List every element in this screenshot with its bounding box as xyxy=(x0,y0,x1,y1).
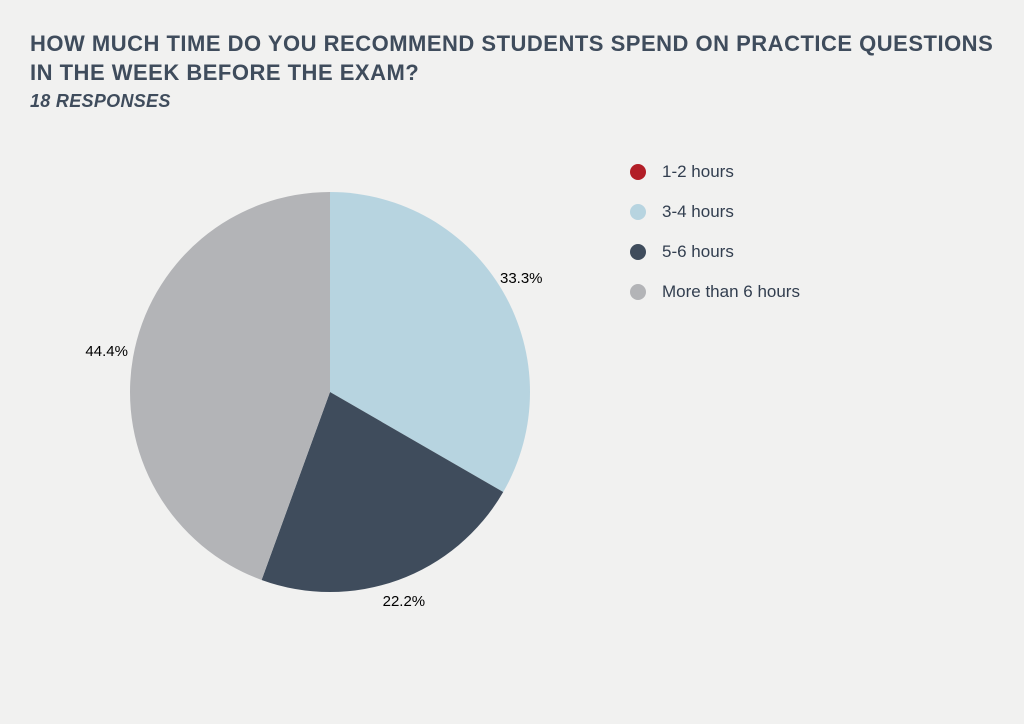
slice-label: 33.3% xyxy=(500,270,543,287)
legend-item: More than 6 hours xyxy=(630,282,800,302)
legend-label: 3-4 hours xyxy=(662,202,734,222)
chart-area: 33.3% 22.2% 44.4% 1-2 hours 3-4 hours 5-6 ho… xyxy=(30,162,994,632)
legend-swatch xyxy=(630,164,646,180)
legend-swatch xyxy=(630,244,646,260)
legend-label: More than 6 hours xyxy=(662,282,800,302)
slice-label: 22.2% xyxy=(383,593,426,610)
chart-subtitle: 18 RESPONSES xyxy=(30,91,994,112)
legend-swatch xyxy=(630,204,646,220)
legend-item: 1-2 hours xyxy=(630,162,800,182)
pie-wrap: 33.3% 22.2% 44.4% xyxy=(30,162,590,632)
legend-item: 3-4 hours xyxy=(630,202,800,222)
legend: 1-2 hours 3-4 hours 5-6 hours More than 6 h… xyxy=(630,162,800,322)
pie-chart xyxy=(130,192,530,592)
chart-title: HOW MUCH TIME DO YOU RECOMMEND STUDENTS … xyxy=(30,30,994,87)
legend-item: 5-6 hours xyxy=(630,242,800,262)
legend-label: 5-6 hours xyxy=(662,242,734,262)
legend-swatch xyxy=(630,284,646,300)
legend-label: 1-2 hours xyxy=(662,162,734,182)
slice-label: 44.4% xyxy=(85,343,128,360)
